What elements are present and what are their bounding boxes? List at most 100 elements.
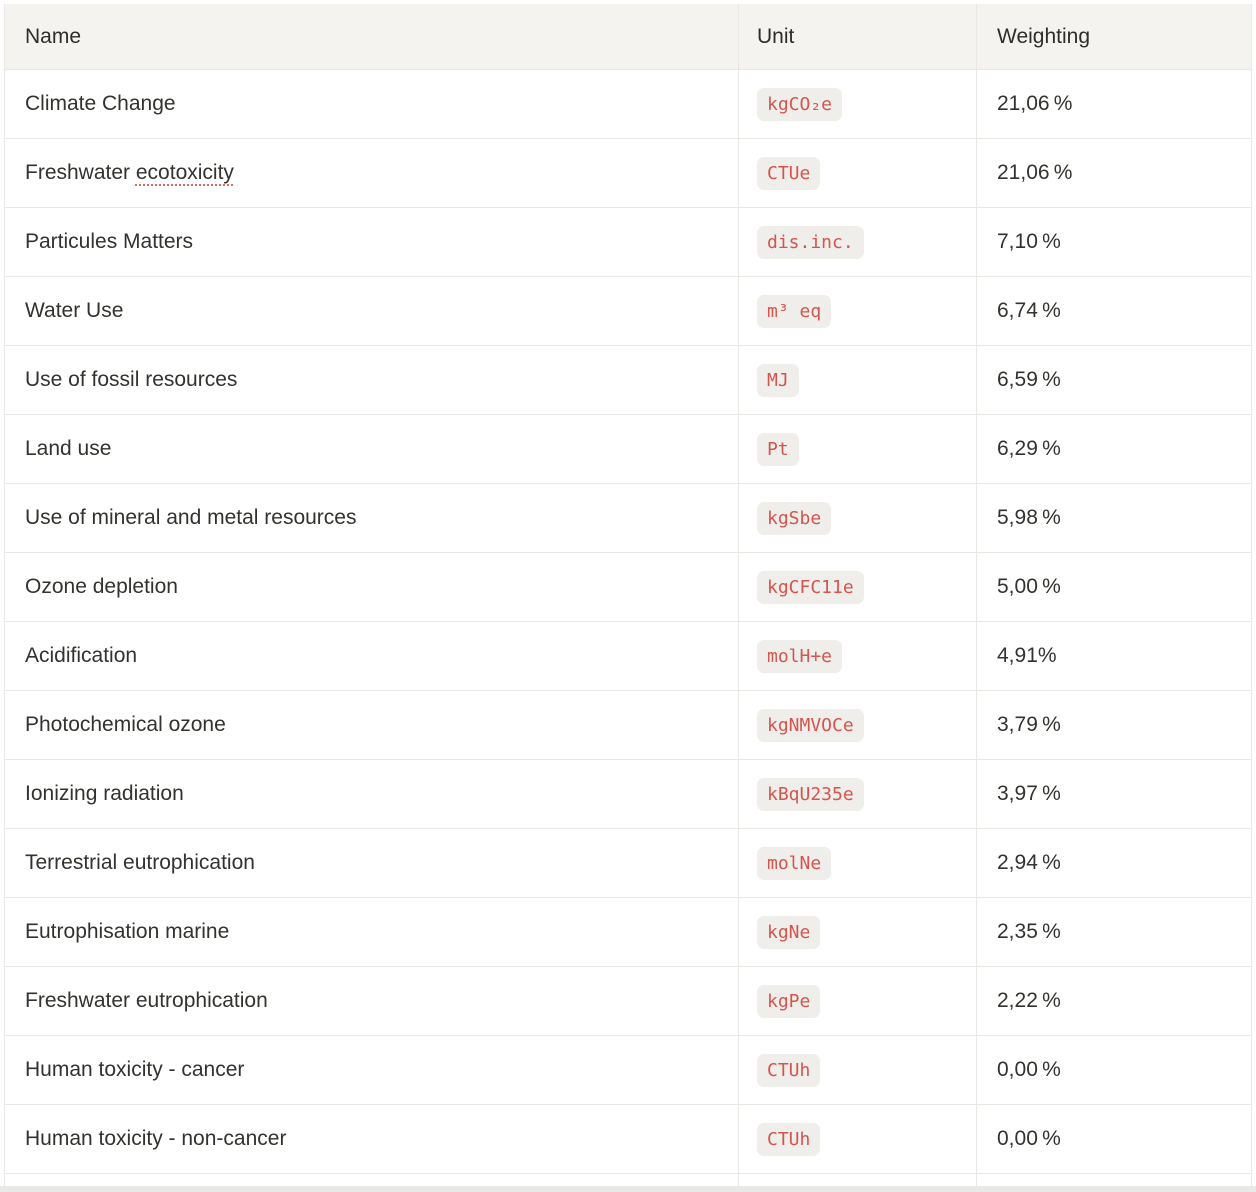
weighting-cell[interactable]: 0,00 % — [976, 1036, 1251, 1104]
unit-cell[interactable]: molNe — [738, 829, 976, 897]
unit-badge: MJ — [757, 363, 799, 397]
impact-weighting-table: Name Unit Weighting Climate Change kgCO₂… — [4, 4, 1252, 1186]
unit-badge: CTUh — [757, 1053, 821, 1087]
unit-badge: kgNe — [757, 915, 821, 949]
impact-name: Terrestrial eutrophication — [25, 851, 255, 875]
unit-cell[interactable]: kgCO₂e — [738, 70, 976, 138]
misspelled-word: ecotoxicity — [135, 161, 234, 185]
name-cell[interactable]: Human toxicity - cancer — [5, 1036, 738, 1104]
weighting-value: 2,22 % — [997, 989, 1061, 1013]
weighting-value: 21,06 % — [997, 92, 1073, 116]
unit-cell[interactable]: kgSbe — [738, 484, 976, 552]
name-cell[interactable]: Ozone depletion — [5, 553, 738, 621]
weighting-cell[interactable]: 7,10 % — [976, 208, 1251, 276]
name-cell[interactable]: Terrestrial eutrophication — [5, 829, 738, 897]
name-cell[interactable]: Climate Change — [5, 70, 738, 138]
weighting-value: 21,06 % — [997, 161, 1073, 185]
weighting-cell[interactable]: 3,97 % — [976, 760, 1251, 828]
weighting-cell[interactable]: 5,98 % — [976, 484, 1251, 552]
weighting-cell[interactable]: 21,06 % — [976, 70, 1251, 138]
unit-badge: kgNMVOCe — [757, 708, 864, 742]
name-cell[interactable]: Acidification — [5, 622, 738, 690]
weighting-cell[interactable]: 4,91% — [976, 622, 1251, 690]
weighting-value: 0,00 % — [997, 1127, 1061, 1151]
impact-name: Land use — [25, 437, 112, 461]
name-cell[interactable]: Land use — [5, 415, 738, 483]
unit-cell[interactable]: kgNe — [738, 898, 976, 966]
unit-cell[interactable]: CTUh — [738, 1036, 976, 1104]
table-header-row: Name Unit Weighting — [5, 4, 1251, 70]
unit-badge: kgCFC11e — [757, 570, 864, 604]
column-header-unit[interactable]: Unit — [738, 4, 976, 69]
name-cell[interactable]: Particules Matters — [5, 208, 738, 276]
name-cell[interactable]: Ionizing radiation — [5, 760, 738, 828]
unit-cell[interactable]: dis.inc. — [738, 208, 976, 276]
table-row: Water Use m³ eq 6,74 % — [5, 277, 1251, 346]
weighting-cell[interactable]: 0,00 % — [976, 1105, 1251, 1173]
table-tail — [5, 1174, 1251, 1186]
unit-cell[interactable]: kgPe — [738, 967, 976, 1035]
impact-name: Freshwater eutrophication — [25, 989, 268, 1013]
unit-cell[interactable]: CTUh — [738, 1105, 976, 1173]
unit-cell[interactable]: kgCFC11e — [738, 553, 976, 621]
weighting-cell[interactable]: 6,29 % — [976, 415, 1251, 483]
table-row: Eutrophisation marine kgNe 2,35 % — [5, 898, 1251, 967]
table-row: Human toxicity - non-cancer CTUh 0,00 % — [5, 1105, 1251, 1174]
weighting-value: 5,98 % — [997, 506, 1061, 530]
unit-badge: molH+e — [757, 639, 843, 673]
unit-badge: kBqU235e — [757, 777, 864, 811]
impact-name: Water Use — [25, 299, 124, 323]
name-cell[interactable]: Eutrophisation marine — [5, 898, 738, 966]
unit-cell[interactable]: MJ — [738, 346, 976, 414]
impact-name: Photochemical ozone — [25, 713, 226, 737]
weighting-value: 3,79 % — [997, 713, 1061, 737]
table-tail-cell — [738, 1174, 976, 1186]
table-row: Freshwater ecotoxicity CTUe 21,06 % — [5, 139, 1251, 208]
impact-name: Ozone depletion — [25, 575, 178, 599]
weighting-cell[interactable]: 6,59 % — [976, 346, 1251, 414]
weighting-cell[interactable]: 6,74 % — [976, 277, 1251, 345]
unit-badge: Pt — [757, 432, 799, 466]
unit-cell[interactable]: CTUe — [738, 139, 976, 207]
impact-name: Ionizing radiation — [25, 782, 184, 806]
weighting-cell[interactable]: 2,35 % — [976, 898, 1251, 966]
weighting-cell[interactable]: 21,06 % — [976, 139, 1251, 207]
impact-name: Particules Matters — [25, 230, 194, 254]
name-cell[interactable]: Photochemical ozone — [5, 691, 738, 759]
name-cell[interactable]: Use of mineral and metal resources — [5, 484, 738, 552]
weighting-value: 6,29 % — [997, 437, 1061, 461]
weighting-value: 2,94 % — [997, 851, 1061, 875]
unit-cell[interactable]: molH+e — [738, 622, 976, 690]
unit-cell[interactable]: kgNMVOCe — [738, 691, 976, 759]
name-cell[interactable]: Use of fossil resources — [5, 346, 738, 414]
unit-cell[interactable]: Pt — [738, 415, 976, 483]
name-cell[interactable]: Freshwater ecotoxicity — [5, 139, 738, 207]
unit-cell[interactable]: kBqU235e — [738, 760, 976, 828]
unit-cell[interactable]: m³ eq — [738, 277, 976, 345]
weighting-cell[interactable]: 3,79 % — [976, 691, 1251, 759]
weighting-value: 6,59 % — [997, 368, 1061, 392]
name-cell[interactable]: Freshwater eutrophication — [5, 967, 738, 1035]
impact-name: Freshwater ecotoxicity — [25, 161, 234, 185]
unit-badge: kgSbe — [757, 501, 832, 535]
table-body: Climate Change kgCO₂e 21,06 % Freshwater… — [5, 70, 1251, 1174]
weighting-cell[interactable]: 2,22 % — [976, 967, 1251, 1035]
table-tail-cell — [5, 1174, 738, 1186]
unit-badge: molNe — [757, 846, 832, 880]
table-row: Use of mineral and metal resources kgSbe… — [5, 484, 1251, 553]
column-header-weighting[interactable]: Weighting — [976, 4, 1251, 69]
impact-name: Human toxicity - cancer — [25, 1058, 245, 1082]
weighting-value: 5,00 % — [997, 575, 1061, 599]
name-cell[interactable]: Water Use — [5, 277, 738, 345]
table-row: Ionizing radiation kBqU235e 3,97 % — [5, 760, 1251, 829]
name-cell[interactable]: Human toxicity - non-cancer — [5, 1105, 738, 1173]
weighting-value: 3,97 % — [997, 782, 1061, 806]
column-header-label: Name — [25, 24, 82, 48]
column-header-name[interactable]: Name — [5, 4, 738, 69]
weighting-cell[interactable]: 5,00 % — [976, 553, 1251, 621]
table-row: Freshwater eutrophication kgPe 2,22 % — [5, 967, 1251, 1036]
impact-name: Use of mineral and metal resources — [25, 506, 357, 530]
table-row: Use of fossil resources MJ 6,59 % — [5, 346, 1251, 415]
column-header-label: Unit — [757, 24, 795, 48]
weighting-cell[interactable]: 2,94 % — [976, 829, 1251, 897]
